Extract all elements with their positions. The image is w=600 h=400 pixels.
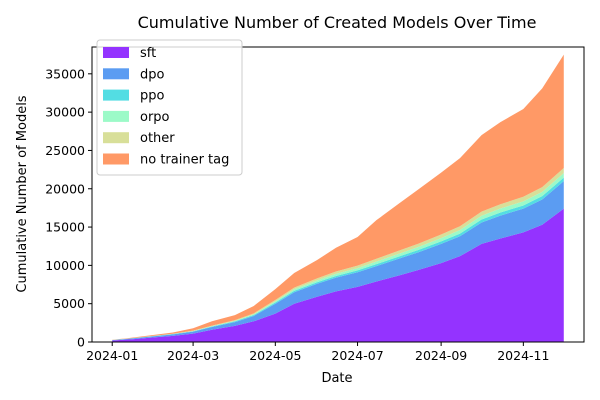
legend-label: orpo <box>140 110 170 125</box>
x-tick-label: 2024-11 <box>497 348 549 363</box>
y-tick-label: 35000 <box>45 66 85 81</box>
x-axis-ticks: 2024-01 2024-03 2024-05 2024-07 2024-09 2024-… <box>86 342 549 363</box>
x-tick-label: 2024-09 <box>415 348 467 363</box>
legend-swatch-no-trainer-tag <box>103 153 129 165</box>
legend-swatch-dpo <box>103 68 129 80</box>
legend-swatch-other <box>103 132 129 144</box>
y-axis-ticks: 0 5000 10000 15000 20000 25000 30000 35000 <box>45 66 92 350</box>
y-tick-label: 5000 <box>53 296 85 311</box>
area-series-sft <box>112 208 564 342</box>
y-tick-label: 10000 <box>45 258 85 273</box>
legend-label: other <box>140 131 175 146</box>
legend-label: no trainer tag <box>140 153 229 168</box>
y-tick-label: 30000 <box>45 105 85 120</box>
x-tick-label: 2024-01 <box>86 348 138 363</box>
legend-frame <box>96 39 243 176</box>
legend-label: sft <box>140 46 156 61</box>
stacked-areas <box>112 54 564 342</box>
legend-swatch-ppo <box>103 89 129 101</box>
legend-label: dpo <box>140 67 165 82</box>
plot-frame <box>91 46 585 343</box>
x-tick-label: 2024-05 <box>249 348 301 363</box>
legend-swatch-orpo <box>103 110 129 122</box>
legend: sft dpo ppo orpo other no trainer tag <box>96 39 243 176</box>
y-axis-label: Cumulative Number of Models <box>15 95 30 292</box>
x-tick-label: 2024-07 <box>331 348 383 363</box>
x-tick-label: 2024-03 <box>167 348 219 363</box>
legend-swatch-sft <box>103 47 129 58</box>
legend-label: ppo <box>140 89 165 104</box>
y-tick-label: 15000 <box>45 220 85 235</box>
x-axis-label: Date <box>321 371 352 386</box>
y-tick-label: 0 <box>77 335 85 350</box>
area-series-no-trainer-tag <box>112 54 564 340</box>
y-tick-label: 25000 <box>45 143 85 158</box>
y-tick-label: 20000 <box>45 181 85 196</box>
chart-title: Cumulative Number of Created Models Over… <box>138 13 537 32</box>
